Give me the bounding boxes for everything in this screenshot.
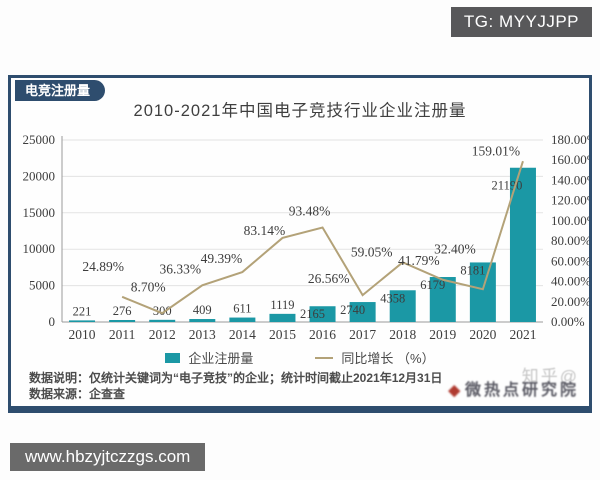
growth-percent-label: 83.14%	[244, 223, 286, 238]
chart-panel: 电竞注册量 2010-2021年中国电子竞技行业企业注册量 0 5000 10000…	[8, 75, 592, 413]
x-axis-label: 2016	[309, 327, 336, 342]
bar-2010	[69, 320, 96, 322]
legend-item-bars: 企业注册量	[165, 348, 253, 367]
growth-percent-label: 49.39%	[201, 251, 243, 266]
right-axis-tick-label: 40.00%	[551, 274, 589, 289]
x-axis-label: 2018	[389, 327, 416, 342]
right-axis-tick-label: 60.00%	[551, 253, 589, 268]
bar-swatch-icon	[165, 352, 181, 363]
bar-value-label: 2165	[300, 307, 325, 321]
right-axis-tick-label: 160.00%	[551, 152, 589, 167]
growth-percent-label: 159.01%	[472, 143, 520, 158]
legend-line-label: 同比增长 （%）	[341, 351, 435, 366]
right-axis-tick-label: 80.00%	[551, 233, 589, 248]
left-axis-tick-label: 15000	[23, 205, 56, 220]
left-axis-tick-label: 0	[49, 314, 56, 329]
chart-legend: 企业注册量 同比增长 （%）	[11, 348, 589, 367]
growth-percent-label: 26.56%	[308, 271, 350, 286]
bar-value-label: 4358	[380, 291, 405, 305]
legend-item-line: 同比增长 （%）	[315, 348, 435, 367]
footnote-data-note: 数据说明：仅统计关键词为“电子竞技”的企业；统计时间截止2021年12月31日	[29, 371, 443, 385]
growth-line	[121, 160, 524, 315]
bar-value-label: 6179	[420, 278, 445, 292]
footnotes: 数据说明：仅统计关键词为“电子竞技”的企业；统计时间截止2021年12月31日 …	[29, 370, 442, 402]
x-axis-label: 2021	[509, 327, 536, 342]
bar-2011	[109, 319, 136, 322]
bar-value-label: 409	[193, 303, 212, 317]
line-swatch-icon	[315, 356, 334, 359]
bar-2013	[189, 319, 216, 322]
bar-value-label: 8181	[460, 263, 485, 277]
footnote-data-source: 数据来源：企查查	[29, 387, 126, 401]
x-axis-label: 2017	[349, 327, 376, 342]
bar-2015	[269, 313, 296, 322]
left-axis-tick-label: 20000	[23, 168, 56, 183]
bar-2014	[229, 317, 256, 322]
bar-value-label: 276	[113, 304, 132, 318]
chart-title: 2010-2021年中国电子竞技行业企业注册量	[133, 102, 467, 120]
bar-value-label: 2740	[340, 303, 365, 317]
legend-bar-label: 企业注册量	[188, 351, 254, 366]
bar-value-label: 611	[233, 302, 251, 316]
bar-2020	[469, 262, 496, 322]
right-axis-tick-label: 140.00%	[551, 172, 589, 187]
bar-2012	[149, 319, 176, 322]
bar-2021	[509, 167, 536, 322]
x-axis-label: 2013	[189, 327, 216, 342]
growth-percent-label: 93.48%	[289, 204, 331, 219]
combo-chart: 0 5000 10000 15000 20000 25000 0.00% 20.00% 40.0…	[23, 132, 590, 342]
x-axis-label: 2019	[429, 327, 456, 342]
watermark-institute-label: 微热点研究院	[464, 382, 579, 399]
right-axis-tick-label: 0.00%	[551, 314, 585, 329]
corner-badge: 电竞注册量	[15, 80, 106, 101]
growth-percent-label: 41.79%	[398, 253, 440, 268]
right-axis-tick-label: 20.00%	[551, 294, 589, 309]
x-axis-label: 2012	[149, 327, 176, 342]
bar-2018	[389, 290, 416, 322]
left-axis-tick-label: 5000	[29, 278, 55, 293]
right-axis-tick-label: 100.00%	[551, 213, 589, 228]
watermark-logo-icon: ◆	[448, 382, 463, 399]
bar-value-label: 300	[153, 304, 172, 318]
growth-percent-label: 36.33%	[159, 261, 201, 276]
x-axis-label: 2015	[269, 327, 296, 342]
watermark-institute: ◆ 微热点研究院	[448, 376, 579, 400]
growth-percent-label: 24.89%	[82, 259, 124, 274]
x-axis-label: 2014	[229, 327, 256, 342]
bar-2019	[429, 277, 456, 322]
growth-percent-label: 32.40%	[434, 241, 476, 256]
left-axis-tick-label: 10000	[23, 241, 56, 256]
bar-2016	[309, 306, 336, 322]
x-axis-label: 2011	[109, 327, 136, 342]
x-axis-label: 2010	[69, 327, 96, 342]
telegram-badge: TG: MYYJJPP	[450, 7, 592, 37]
growth-percent-label: 59.05%	[351, 244, 393, 259]
website-url-badge: www.hbzyjtczzgs.com	[10, 443, 206, 471]
bar-value-label: 221	[73, 304, 92, 318]
bar-value-label: 1119	[270, 298, 294, 312]
right-axis-tick-label: 120.00%	[551, 193, 589, 208]
growth-percent-label: 8.70%	[131, 279, 166, 294]
watermark-zhihu: 知乎@	[521, 367, 579, 386]
bar-2017	[349, 302, 376, 322]
right-axis-tick-label: 180.00%	[551, 132, 589, 147]
left-axis-tick-label: 25000	[23, 132, 56, 147]
x-axis-label: 2020	[469, 327, 496, 342]
